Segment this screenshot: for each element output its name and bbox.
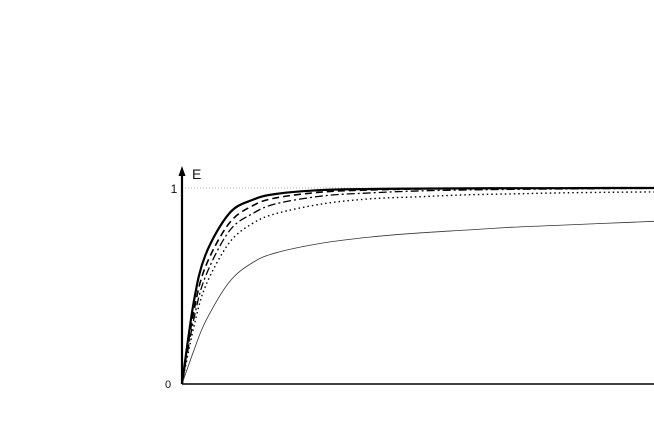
- series-line-2: [182, 188, 654, 384]
- origin-label: 0: [165, 379, 171, 391]
- y-tick-label: 1: [171, 182, 178, 196]
- series-line-3: [182, 188, 654, 384]
- series-layer: [182, 188, 654, 384]
- series-line-1: [182, 188, 654, 384]
- y-axis-label: E: [192, 166, 201, 182]
- axes-layer: [179, 166, 654, 384]
- y-axis-arrow-icon: [179, 166, 186, 176]
- label-layer: E 0 1: [165, 166, 201, 391]
- series-line-4: [182, 192, 654, 384]
- series-line-5: [182, 221, 654, 384]
